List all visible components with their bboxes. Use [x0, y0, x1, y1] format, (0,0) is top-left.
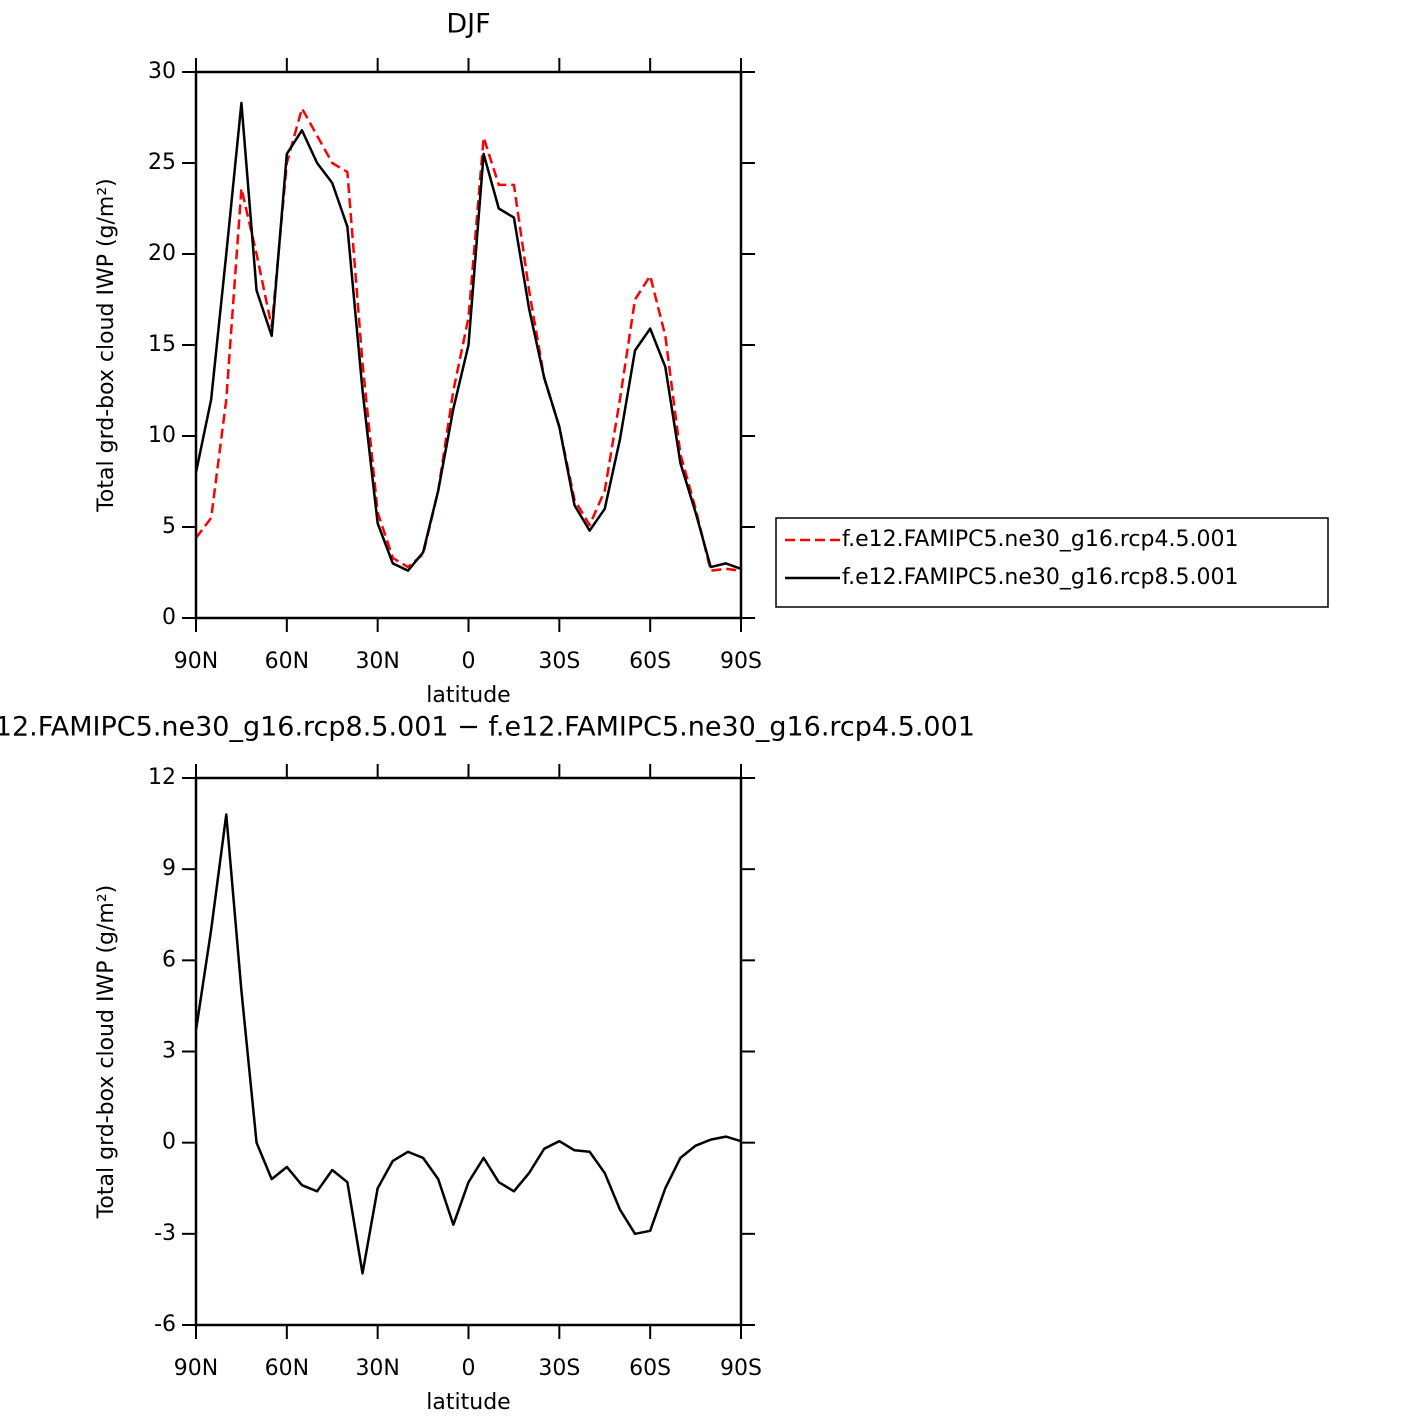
x-tick-label: 0: [462, 649, 476, 674]
y-tick-label: 20: [148, 241, 176, 266]
plot-frame: [194, 776, 743, 1327]
x-tick-label: 90S: [720, 649, 762, 674]
y-tick-label: 9: [162, 856, 176, 881]
x-tick-label: 60N: [265, 1356, 309, 1381]
y-tick-label: 30: [148, 59, 176, 84]
x-tick-label: 90S: [720, 1356, 762, 1381]
x-tick-label: 30S: [538, 649, 580, 674]
y-tick-label: 5: [162, 514, 176, 539]
x-tick-label: 60N: [265, 649, 309, 674]
y-tick-label: -6: [154, 1312, 176, 1337]
x-axis-label: latitude: [426, 683, 510, 708]
y-tick-label: 0: [162, 1130, 176, 1155]
series-line: [194, 101, 742, 572]
x-tick-label: 30N: [355, 1356, 399, 1381]
legend-label: f.e12.FAMIPC5.ne30_g16.rcp4.5.001: [842, 527, 1238, 552]
series-line: [194, 813, 742, 1275]
y-tick-label: 10: [148, 423, 176, 448]
x-tick-label: 60S: [629, 1356, 671, 1381]
chart-title: f.e12.FAMIPC5.ne30_g16.rcp8.5.001 − f.e1…: [0, 712, 975, 743]
legend-box: [775, 517, 1329, 608]
y-tick-label: 25: [148, 150, 176, 175]
chart-title: DJF: [446, 9, 490, 40]
y-axis-label: Total grd-box cloud IWP (g/m²): [94, 885, 119, 1220]
legend-label: f.e12.FAMIPC5.ne30_g16.rcp8.5.001: [842, 565, 1238, 590]
y-tick-label: 15: [148, 332, 176, 357]
y-tick-label: 3: [162, 1039, 176, 1064]
y-axis-label: Total grd-box cloud IWP (g/m²): [94, 178, 119, 513]
y-tick-label: 6: [162, 947, 176, 972]
x-tick-label: 90N: [174, 649, 218, 674]
x-axis-label: latitude: [426, 1390, 510, 1415]
x-tick-label: 30N: [355, 649, 399, 674]
x-tick-label: 60S: [629, 649, 671, 674]
y-tick-label: -3: [154, 1221, 176, 1246]
x-tick-label: 0: [462, 1356, 476, 1381]
plot-frame: [194, 70, 743, 620]
x-tick-label: 90N: [174, 1356, 218, 1381]
y-tick-label: 0: [162, 605, 176, 630]
y-tick-label: 12: [148, 765, 176, 790]
x-tick-label: 30S: [538, 1356, 580, 1381]
